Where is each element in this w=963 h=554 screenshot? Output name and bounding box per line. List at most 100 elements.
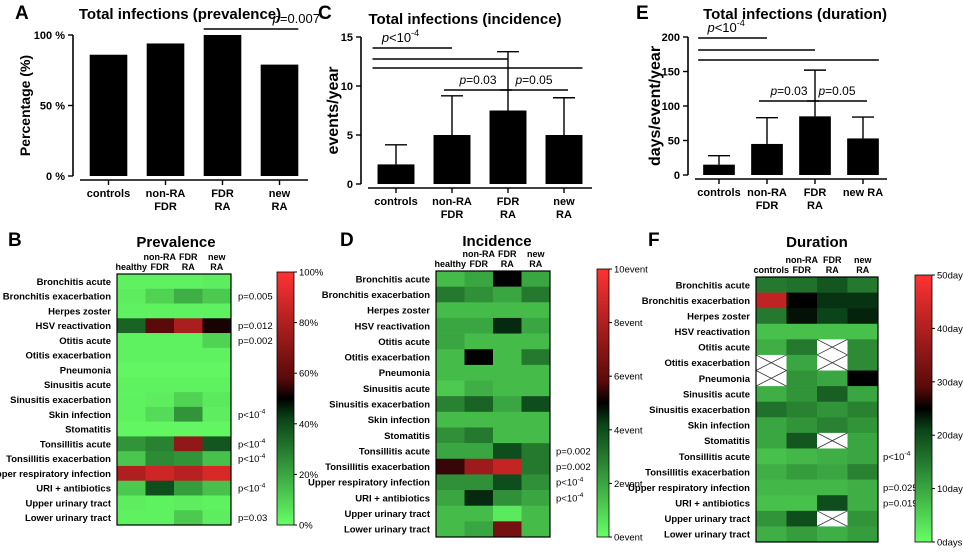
colorbar-tick-label: 40days (937, 324, 963, 335)
row-label: URI + antibiotics (675, 499, 750, 510)
y-tick-label: 5 (347, 130, 353, 142)
bar-chart-e: E Total infections (duration) 0 50 100 150 200… (636, 3, 887, 212)
heatmap-cell (436, 380, 465, 397)
bar-chart-c: C Total infections (incidence) 0 5 10 15 event… (318, 3, 592, 221)
x-tick-label: non-RA (747, 187, 787, 199)
row-pvalue: p=0.012 (238, 321, 273, 332)
heatmap-cell (786, 386, 818, 403)
heatmap-cell (436, 364, 465, 381)
row-pvalue: p=0.025 (883, 483, 918, 494)
row-pvalue: p=0.005 (238, 292, 273, 303)
row-label: Skin infection (688, 421, 750, 432)
heatmap-cell (756, 277, 787, 293)
row-label: Tonsillitis exacerbation (6, 454, 111, 465)
panel-letter: C (318, 3, 332, 24)
heatmap-cell (145, 274, 175, 290)
row-label: Upper respiratory infection (628, 483, 750, 494)
heatmap-d: D Incidencehealthynon-RAFDRFDRRAnewRABron… (308, 230, 648, 544)
colorbar (276, 271, 295, 526)
comparison-label-rest: <10 (389, 30, 411, 45)
comparison-label-rest: =0.05 (825, 84, 856, 98)
heatmap-cell (817, 526, 848, 543)
chart-title: Total infections (duration) (703, 6, 887, 23)
heatmap-cell (493, 411, 522, 428)
colorbar-tick-label: 10days (937, 484, 963, 495)
heatmap-cell (436, 317, 465, 334)
row-label: Tonsillitis acute (359, 446, 430, 457)
heatmap-cell (202, 377, 232, 393)
heatmap-cell (493, 317, 522, 334)
y-tick-label: 200 (662, 32, 680, 44)
x-tick-label: new (553, 196, 575, 208)
row-pvalue-rest: p=0.005 (238, 292, 273, 303)
heatmap-cell (174, 377, 203, 393)
heatmap-cell (756, 464, 787, 480)
column-label: non-RA (463, 249, 496, 259)
heatmap-cell (436, 411, 465, 428)
empty-cross (816, 354, 848, 371)
heatmap-cell (521, 427, 551, 444)
heatmap-cell (521, 380, 551, 397)
heatmap-cell (847, 370, 879, 387)
heatmap-cell (493, 349, 522, 366)
colorbar-tick-label: 2event (614, 479, 643, 490)
heatmap-cell (817, 277, 848, 293)
x-tick-label: FDR (497, 196, 520, 208)
column-label: FDR (793, 265, 812, 275)
row-label: Upper respiratory infection (308, 478, 430, 489)
heatmap-cell (786, 495, 818, 512)
heatmap-cell (847, 432, 879, 449)
heatmap-cell (847, 401, 879, 418)
x-tick-label: controls (374, 196, 417, 208)
x-tick-label: non-RA (146, 188, 186, 200)
heatmap-cell (436, 443, 465, 460)
heatmap-cell (145, 318, 175, 334)
heatmap-cell (464, 364, 494, 381)
comparison-label-rest: =0.03 (777, 84, 808, 98)
x-tick-label: RA (807, 200, 823, 212)
heatmap-cell (436, 474, 465, 491)
heatmap-cell (756, 386, 787, 403)
heatmap-cell (117, 451, 146, 467)
row-label: Tonsillitis acute (40, 439, 111, 450)
heatmap-cell (145, 362, 175, 378)
heatmap-cell (145, 465, 175, 482)
column-label: RA (501, 259, 514, 269)
row-pvalue-sup: -4 (259, 408, 265, 415)
heatmap-cell (756, 510, 787, 527)
heatmap-cell (145, 451, 175, 467)
heatmap-cell (117, 362, 146, 378)
heatmap-cell (521, 443, 551, 460)
column-label: FDR (151, 262, 170, 272)
row-label: Upper urinary tract (344, 509, 430, 520)
heatmap-cell (202, 274, 232, 290)
heatmap-cell (174, 303, 203, 319)
heatmap-cell (493, 505, 522, 522)
heatmap-cell (817, 448, 848, 465)
colorbar-tick-label: 30days (937, 377, 963, 388)
heatmap-cell (847, 495, 879, 512)
heatmap-cell (145, 303, 175, 319)
heatmap-cell (145, 288, 175, 304)
heatmap-cell (786, 510, 818, 527)
heatmap-cell (493, 380, 522, 397)
empty-cross (755, 370, 787, 387)
row-label: Sinusitis acute (683, 389, 750, 400)
heatmap-cell (202, 392, 232, 408)
column-label: new (854, 255, 873, 265)
row-pvalue-sup: -4 (577, 492, 583, 499)
row-label: Otitis exacerbation (344, 353, 430, 364)
heatmap-cell (521, 286, 551, 303)
panel-letter: A (15, 3, 29, 24)
y-axis-label: Percentage (%) (17, 55, 33, 156)
y-axis-label: events/year (325, 66, 342, 154)
colorbar-tick-label: 0event (614, 533, 643, 544)
heatmap-cell (117, 303, 146, 319)
heatmap-cell (145, 392, 175, 408)
row-pvalue-sup: -4 (259, 453, 265, 460)
row-label: Skin infection (49, 410, 111, 421)
heatmap-cell (117, 333, 146, 349)
heatmap-cell (117, 510, 146, 526)
row-pvalue: p=0.002 (238, 336, 273, 347)
heatmap-cell (847, 526, 879, 543)
